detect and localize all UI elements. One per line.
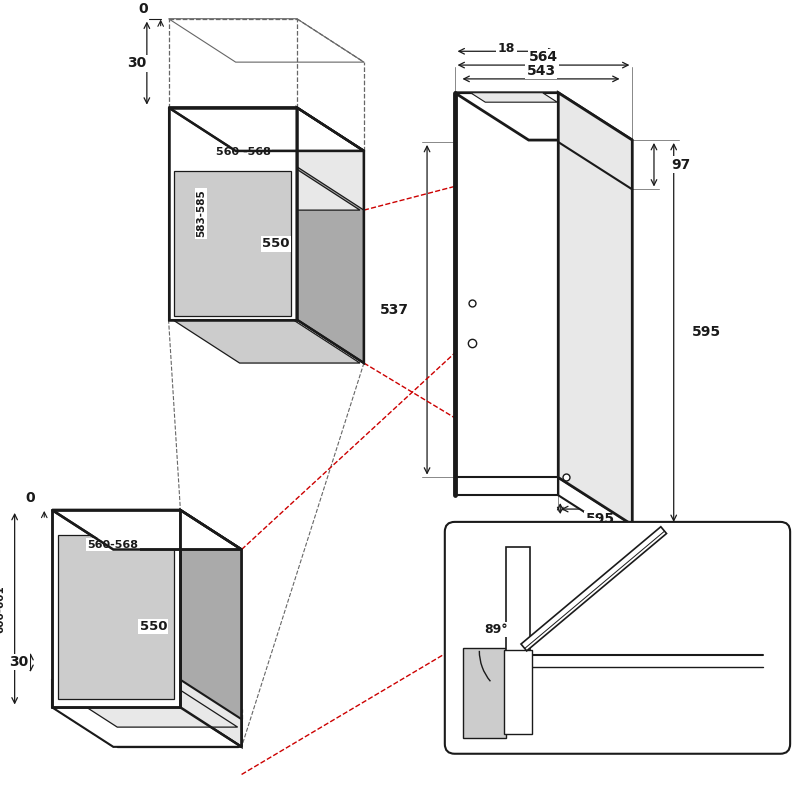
- Text: 560 -568: 560 -568: [216, 147, 270, 157]
- Text: 600-601: 600-601: [0, 585, 6, 633]
- Text: 564: 564: [529, 50, 558, 64]
- Text: 345: 345: [596, 312, 626, 326]
- Polygon shape: [52, 680, 180, 707]
- Text: 5: 5: [560, 459, 569, 472]
- Polygon shape: [558, 93, 632, 525]
- Text: 18: 18: [498, 42, 515, 55]
- Polygon shape: [52, 707, 242, 747]
- Polygon shape: [454, 478, 558, 495]
- Polygon shape: [297, 107, 364, 363]
- Polygon shape: [297, 166, 364, 363]
- Polygon shape: [173, 166, 360, 210]
- Polygon shape: [454, 93, 558, 478]
- Polygon shape: [521, 526, 666, 651]
- Text: 537: 537: [380, 302, 410, 317]
- Polygon shape: [118, 559, 238, 747]
- Text: 546: 546: [474, 224, 504, 238]
- Text: 30: 30: [9, 655, 28, 669]
- Text: 550: 550: [139, 620, 167, 633]
- Polygon shape: [173, 320, 360, 363]
- Bar: [504, 650, 532, 734]
- Text: 543: 543: [526, 64, 555, 78]
- Text: 20: 20: [578, 520, 598, 534]
- Text: 583-585: 583-585: [196, 190, 206, 238]
- Text: 458: 458: [630, 546, 660, 561]
- Polygon shape: [470, 93, 558, 102]
- FancyBboxPatch shape: [445, 522, 790, 754]
- Polygon shape: [169, 107, 364, 151]
- Polygon shape: [454, 93, 632, 140]
- Polygon shape: [52, 510, 242, 550]
- Polygon shape: [169, 18, 364, 62]
- Text: 0: 0: [662, 650, 671, 665]
- Text: 89°: 89°: [484, 623, 508, 636]
- Text: 0: 0: [138, 2, 148, 16]
- Polygon shape: [169, 107, 297, 320]
- Bar: [506, 546, 530, 724]
- Text: 595: 595: [691, 326, 721, 339]
- Text: 550: 550: [262, 237, 290, 250]
- Text: 0: 0: [26, 491, 35, 506]
- Polygon shape: [180, 510, 242, 747]
- Text: 572: 572: [588, 302, 617, 317]
- Bar: [462, 649, 506, 738]
- Text: 595: 595: [586, 512, 614, 526]
- Polygon shape: [56, 688, 238, 727]
- Polygon shape: [180, 680, 242, 747]
- Polygon shape: [558, 478, 632, 542]
- Polygon shape: [174, 170, 291, 316]
- Text: 97: 97: [672, 158, 691, 172]
- Polygon shape: [58, 534, 174, 699]
- Text: 10: 10: [763, 715, 783, 729]
- Polygon shape: [52, 510, 180, 707]
- Text: 560-568: 560-568: [88, 539, 138, 550]
- Text: 30: 30: [127, 56, 146, 70]
